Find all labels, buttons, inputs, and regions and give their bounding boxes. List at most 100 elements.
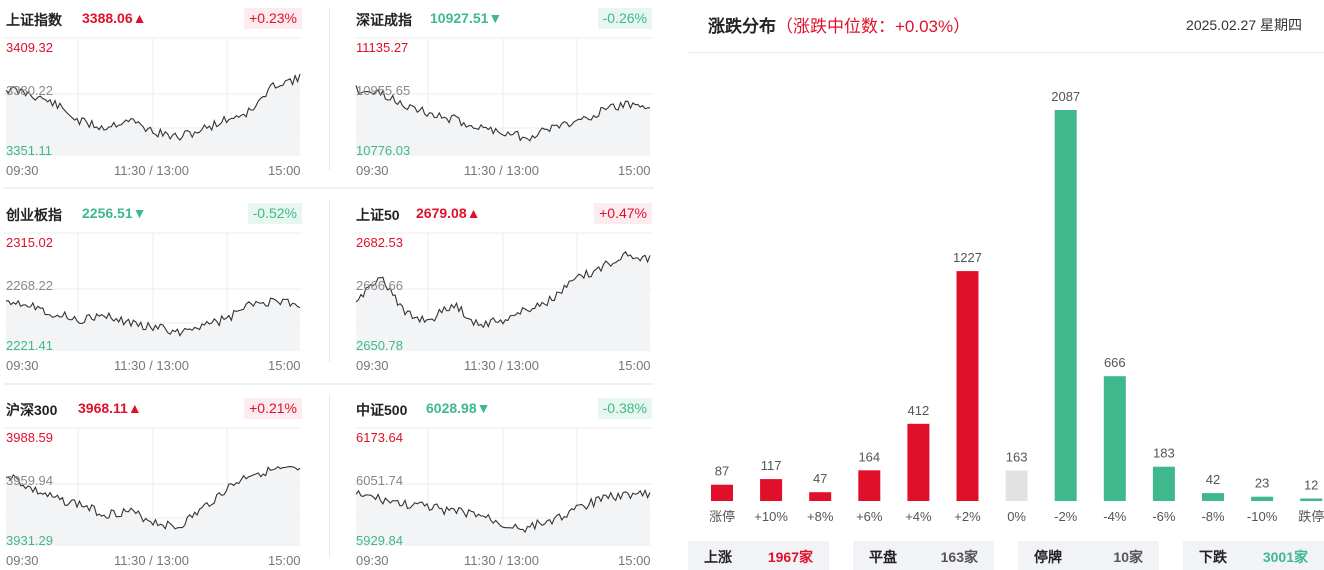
summary-stat: 平盘 163家 <box>853 541 994 570</box>
bar-value-label: 12 <box>1304 478 1318 493</box>
index-header: 沪深300 3968.11▲ +0.21% <box>6 398 302 420</box>
distribution-bar[interactable] <box>956 271 979 501</box>
distribution-bar-chart: 87 涨停 117 +10% 47 +8% 164 +6% 412 +4% 1227 +2% 163 0%… <box>709 89 1324 524</box>
summary-value: 1967家 <box>767 549 813 565</box>
x-axis-label: 09:30 <box>356 358 389 373</box>
index-change-badge: +0.47% <box>594 203 652 224</box>
x-axis-label: 15:00 <box>618 163 651 178</box>
index-card[interactable]: 中证500 6028.98▼ -0.38% 6173.64 6051.74 5929.84… <box>354 390 652 570</box>
price-line <box>6 465 301 530</box>
bar-value-label: 87 <box>715 464 729 479</box>
distribution-bar[interactable] <box>1300 498 1323 502</box>
index-card[interactable]: 深证成指 10927.51▼ -0.26% 11135.27 10955.65 10776… <box>354 0 652 186</box>
index-price: 2256.51▼ <box>82 205 147 221</box>
y-axis-label: 10776.03 <box>356 143 411 158</box>
distribution-bar[interactable] <box>1202 493 1224 501</box>
intraday-line-chart <box>354 232 652 351</box>
bar-category-label: +8% <box>807 509 834 524</box>
distribution-bar[interactable] <box>809 492 832 501</box>
summary-value: 3001家 <box>1262 549 1308 565</box>
bar-category-label: 涨停 <box>709 509 735 524</box>
index-card[interactable]: 沪深300 3968.11▲ +0.21% 3988.59 3959.94 3931.29… <box>4 390 302 570</box>
summary-stat: 下跌 3001家 <box>1183 541 1324 570</box>
bar-value-label: 1227 <box>953 250 982 265</box>
distribution-bar[interactable] <box>760 479 783 501</box>
bar-value-label: 412 <box>908 403 930 418</box>
summary-label: 平盘 <box>869 549 897 565</box>
bar-value-label: 2087 <box>1051 89 1080 104</box>
index-name[interactable]: 沪深300 <box>6 402 58 418</box>
index-name[interactable]: 深证成指 <box>356 12 412 28</box>
intraday-line-chart <box>354 37 652 156</box>
bar-category-label: +10% <box>754 509 788 524</box>
distribution-bar[interactable] <box>1054 110 1077 501</box>
price-line <box>355 85 651 142</box>
price-area <box>356 490 650 546</box>
x-axis-label: 11:30 / 13:00 <box>114 163 189 178</box>
y-axis-label: 6051.74 <box>356 473 403 488</box>
x-axis-label: 15:00 <box>268 163 301 178</box>
price-line <box>5 297 301 337</box>
y-axis-label: 2221.41 <box>6 338 53 353</box>
y-axis-label: 2682.53 <box>356 235 403 250</box>
index-name[interactable]: 上证50 <box>356 207 400 223</box>
y-axis-label: 3959.94 <box>6 473 53 488</box>
column-divider <box>329 200 330 362</box>
distribution-title: 涨跌分布（涨跌中位数：+0.03%） <box>708 12 970 37</box>
bar-value-label: 666 <box>1104 355 1126 370</box>
bar-category-label: -8% <box>1201 509 1225 524</box>
bar-category-label: -6% <box>1152 509 1176 524</box>
index-card[interactable]: 上证50 2679.08▲ +0.47% 2682.53 2666.66 2650.78 0… <box>354 195 652 381</box>
bar-value-label: 42 <box>1206 472 1220 487</box>
y-axis-label: 3988.59 <box>6 430 53 445</box>
index-name[interactable]: 上证指数 <box>6 12 62 28</box>
index-name[interactable]: 中证500 <box>356 402 408 418</box>
index-change-badge: +0.21% <box>244 398 302 419</box>
distribution-bar[interactable] <box>1152 466 1175 501</box>
x-axis-label: 15:00 <box>268 358 301 373</box>
x-axis-label: 11:30 / 13:00 <box>114 358 189 373</box>
y-axis-label: 2666.66 <box>356 278 403 293</box>
index-header: 上证50 2679.08▲ +0.47% <box>356 203 652 225</box>
index-card[interactable]: 创业板指 2256.51▼ -0.52% 2315.02 2268.22 2221.41 0… <box>4 195 302 381</box>
header-divider <box>688 52 1324 53</box>
distribution-bar[interactable] <box>1005 470 1028 502</box>
intraday-line-chart <box>4 427 302 546</box>
trade-date: 2025.02.27 星期四 <box>1186 17 1302 33</box>
price-area <box>6 466 300 546</box>
price-line <box>355 250 651 329</box>
row-divider <box>4 383 654 385</box>
intraday-line-chart <box>354 427 652 546</box>
bar-category-label: 跌停 <box>1298 509 1324 524</box>
column-divider <box>329 8 330 170</box>
index-name[interactable]: 创业板指 <box>6 207 62 223</box>
distribution-bar[interactable] <box>907 423 930 501</box>
y-axis-label: 3351.11 <box>6 143 53 158</box>
y-axis-label: 3409.32 <box>6 40 53 55</box>
index-change-badge: -0.38% <box>597 398 652 419</box>
column-divider <box>329 395 330 557</box>
x-axis-label: 11:30 / 13:00 <box>464 358 539 373</box>
price-area <box>356 85 650 156</box>
summary-value: 10家 <box>1113 549 1143 565</box>
y-axis-label: 10955.65 <box>356 83 411 98</box>
y-axis-label: 5929.84 <box>356 533 403 548</box>
x-axis-label: 15:00 <box>268 553 301 568</box>
distribution-bar[interactable] <box>1103 376 1126 501</box>
price-line <box>5 73 301 141</box>
bar-value-label: 183 <box>1153 446 1175 461</box>
distribution-bar[interactable] <box>858 470 881 501</box>
bar-value-label: 47 <box>813 471 827 486</box>
index-price: 2679.08▲ <box>416 205 481 221</box>
distribution-bar[interactable] <box>711 484 733 501</box>
index-change-badge: +0.23% <box>244 8 302 29</box>
index-card[interactable]: 上证指数 3388.06▲ +0.23% 3409.32 3380.22 3351.11 0… <box>4 0 302 186</box>
summary-label: 上涨 <box>704 549 732 565</box>
y-axis-label: 6173.64 <box>356 430 403 445</box>
index-header: 深证成指 10927.51▼ -0.26% <box>356 8 652 30</box>
index-price: 10927.51▼ <box>430 10 503 26</box>
bar-category-label: +4% <box>905 509 932 524</box>
distribution-bar[interactable] <box>1251 496 1274 501</box>
bar-value-label: 23 <box>1255 476 1269 491</box>
x-axis-label: 15:00 <box>618 553 651 568</box>
